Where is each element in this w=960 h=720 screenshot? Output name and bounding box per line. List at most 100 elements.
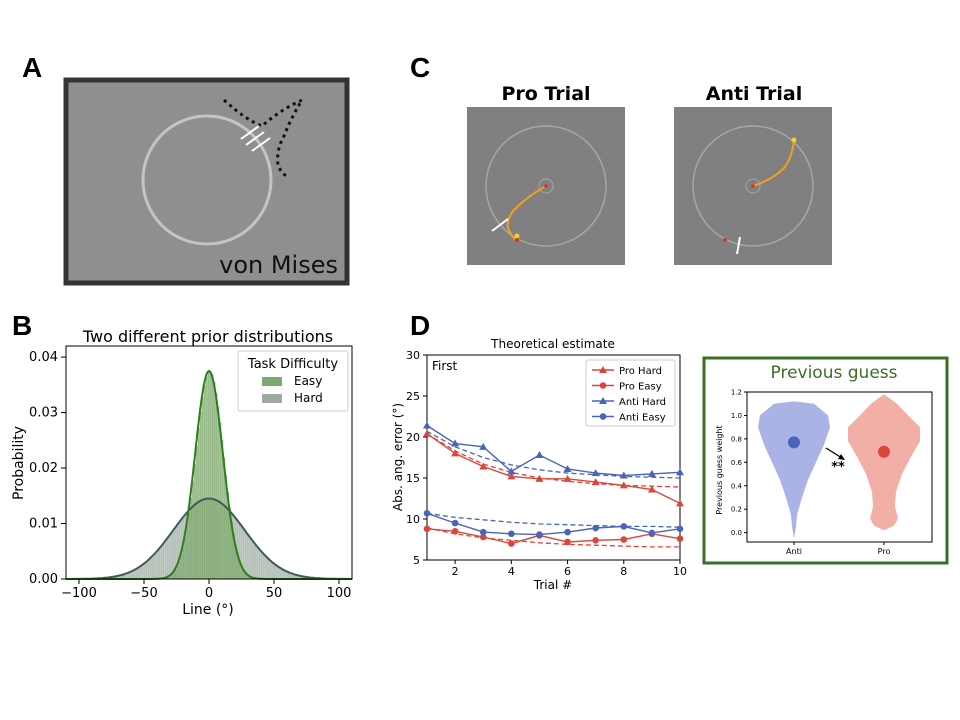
hist-bar-hard (246, 532, 249, 579)
hist-bar-hard (172, 531, 175, 579)
chart-d-annotation: First (432, 359, 458, 373)
hist-bar-hard (184, 515, 187, 579)
stimulus-ring (141, 114, 273, 246)
chart-b-frame (65, 345, 353, 580)
hist-bar-hard (213, 499, 216, 579)
x-tick-label: −50 (130, 586, 157, 601)
hist-bar-hard (270, 560, 272, 579)
violin-anti (758, 401, 830, 539)
hist-bar-hard (274, 563, 276, 579)
hist-bar-easy (244, 571, 247, 579)
hist-bar-hard (192, 507, 194, 579)
chart-d-title: Theoretical estimate (490, 337, 615, 351)
hist-bar-hard (307, 577, 310, 579)
hist-bar-hard (178, 523, 181, 579)
hist-bar-hard (264, 554, 267, 579)
violin-mean-pro (878, 445, 890, 458)
hist-bar-hard (275, 565, 278, 579)
anti-trial-image (674, 107, 832, 265)
hist-bar-hard (131, 571, 134, 579)
marker-circle (592, 537, 599, 544)
density-curve-easy (66, 369, 352, 580)
hist-bar-hard (174, 528, 177, 579)
hist-bar-hard (166, 538, 169, 579)
hist-bar-hard (139, 566, 142, 579)
hist-bar-hard (158, 548, 161, 579)
legend-b-title: Task Difficulty (247, 357, 338, 372)
series-anti-easy (423, 509, 684, 538)
hist-bar-easy (229, 507, 232, 579)
marker-triangle (535, 474, 544, 482)
hist-bar-easy (197, 428, 200, 579)
series-anti-hard (423, 421, 684, 479)
hist-bar-easy (231, 521, 233, 579)
hist-bar-hard (305, 576, 308, 579)
hist-bar-hard (244, 530, 247, 579)
panel-label-b: B (12, 310, 33, 341)
hist-bar-hard (289, 572, 292, 579)
hist-bar-hard (236, 519, 239, 579)
hist-bar-hard (121, 574, 124, 579)
violin-axes: 0.0 0.2 0.4 0.6 0.8 1.0 1.2 Anti Pro (731, 389, 891, 557)
hist-bar-hard (227, 508, 230, 579)
violin-ylabel: Previous guess weight (715, 425, 724, 514)
marker-circle (508, 540, 515, 547)
hist-bar-easy (246, 574, 249, 579)
y-tick-label: 0.2 (731, 506, 742, 514)
y-tick-label: 30 (406, 349, 420, 362)
hist-bar-hard (135, 569, 138, 579)
hist-bar-easy (170, 574, 173, 579)
y-tick-label: 1.2 (731, 389, 742, 397)
hist-bar-hard (188, 511, 191, 579)
hist-bar-hard (250, 538, 253, 579)
y-tick-label: 1.0 (731, 412, 742, 420)
legend-b-hard-swatch (262, 394, 282, 403)
hist-bar-hard (268, 558, 271, 579)
violin-title: Previous guess (771, 363, 898, 383)
panel-label-d: D (410, 310, 431, 341)
hist-bar-easy (180, 554, 183, 579)
x-tick-label: 100 (327, 586, 352, 601)
marker-circle (451, 519, 459, 527)
hist-bar-hard (127, 572, 130, 579)
series-pro-easy (423, 525, 684, 548)
hist-bar-easy (223, 457, 226, 579)
hist-bar-easy (178, 561, 181, 579)
hist-bar-hard (180, 520, 183, 579)
marker-triangle (647, 485, 656, 493)
hist-bar-easy (235, 543, 237, 579)
hist-bar-hard (186, 513, 189, 579)
hist-bar-hard (141, 565, 144, 579)
hist-bar-hard (197, 502, 200, 579)
hist-bar-easy (207, 371, 210, 579)
hist-bar-hard (118, 575, 120, 579)
hist-bar-hard (194, 505, 196, 579)
x-tick-label: Anti (786, 547, 802, 556)
y-tick-label: 20 (406, 431, 420, 444)
marker-triangle (479, 442, 488, 450)
y-tick-label: 0.03 (29, 406, 58, 421)
violin-body (758, 394, 920, 539)
hist-bar-hard (225, 506, 228, 579)
hist-bar-hard (229, 510, 232, 579)
violin-mean-anti (788, 436, 800, 449)
hist-bar-easy (209, 371, 212, 579)
hist-bar-hard (281, 568, 284, 579)
legend-b-hard-label: Hard (294, 391, 323, 405)
marker-triangle (423, 421, 431, 429)
hist-bar-hard (110, 577, 113, 579)
marker-triangle (591, 469, 600, 477)
violin-frame (746, 391, 933, 543)
previous-guess-border (702, 356, 949, 565)
y-tick-label: 0.6 (731, 459, 743, 467)
hist-bar-easy (203, 385, 206, 579)
hist-bar-easy (248, 575, 251, 579)
hist-bar-hard (168, 536, 171, 579)
chart-b-title: Two different prior distributions (82, 327, 333, 346)
pro-trial-image (467, 107, 625, 265)
marker-triangle (619, 471, 628, 479)
x-tick-label: Pro (878, 547, 891, 556)
hist-bar-hard (160, 546, 163, 579)
chart-b-xlabel: Line (°) (182, 602, 234, 618)
marker-circle (564, 538, 571, 546)
